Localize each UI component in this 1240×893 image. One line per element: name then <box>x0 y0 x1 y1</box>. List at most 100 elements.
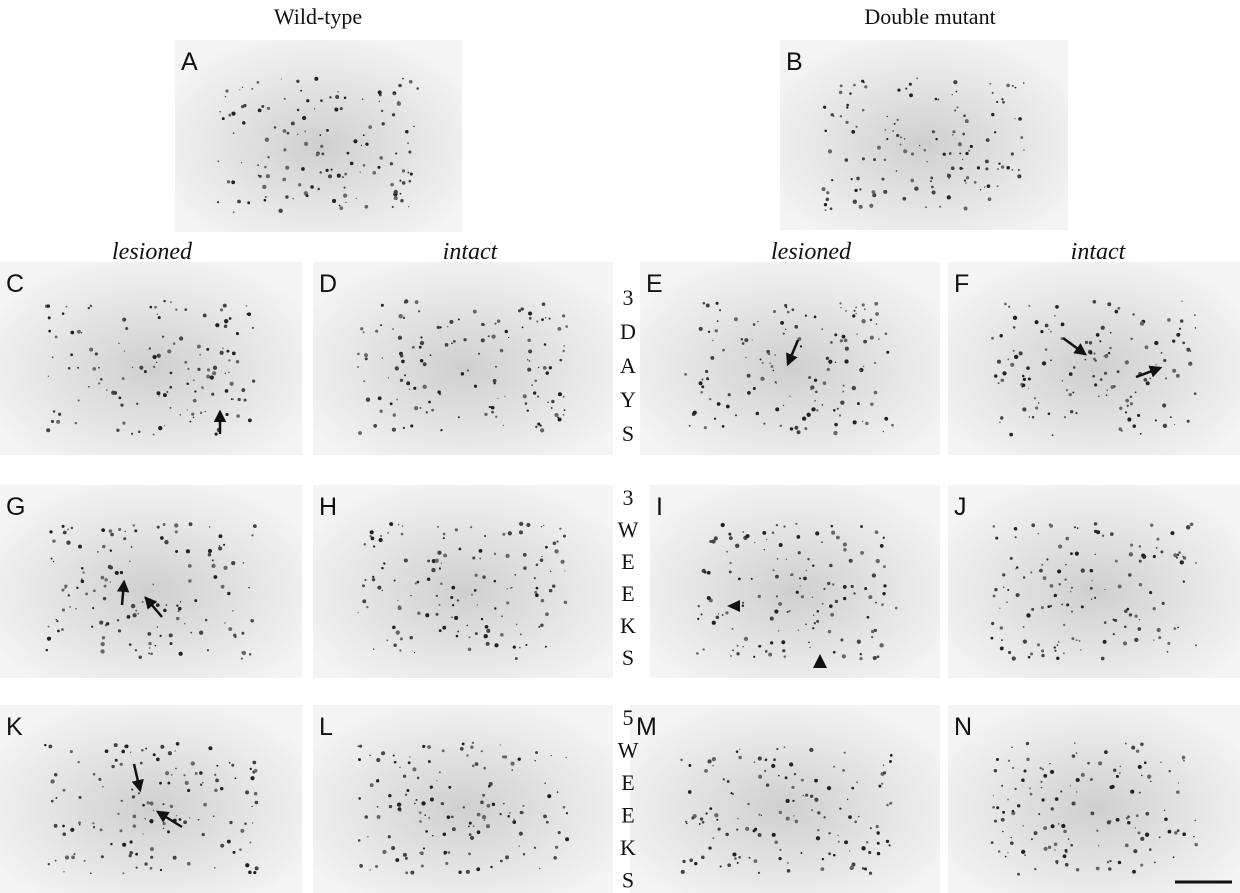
stain-dot <box>1155 364 1156 365</box>
stain-dot <box>304 131 306 133</box>
stain-dot <box>227 180 230 183</box>
stain-dot <box>193 417 195 419</box>
stain-dot <box>163 609 167 613</box>
stain-dot <box>206 375 210 379</box>
stain-dot <box>208 549 212 553</box>
stain-dot <box>1095 554 1096 555</box>
stain-dot <box>821 867 825 871</box>
stain-dot <box>163 300 166 303</box>
stain-dot <box>118 397 121 400</box>
stain-dot <box>419 346 422 349</box>
stain-dot <box>253 871 256 874</box>
stain-dot <box>115 571 119 575</box>
stain-dot <box>883 765 884 766</box>
stain-dot <box>680 759 683 762</box>
stain-dot <box>699 327 703 331</box>
stain-dot <box>78 545 82 549</box>
stain-dot <box>356 198 357 199</box>
stain-dot <box>877 842 880 845</box>
stain-dot <box>1021 778 1025 782</box>
stain-dot <box>1064 416 1066 418</box>
stain-dot <box>176 617 179 620</box>
panel-letter: I <box>656 493 663 521</box>
stain-dot <box>466 870 470 874</box>
row-label-char: Y <box>620 387 636 412</box>
stain-dot <box>781 640 785 644</box>
row-label-char: 3 <box>623 285 634 310</box>
stain-dot <box>264 166 267 169</box>
stain-dot <box>48 330 51 333</box>
stain-dot <box>966 176 969 179</box>
stain-dot <box>864 85 867 88</box>
stain-dot <box>681 870 685 874</box>
micrograph <box>650 485 940 678</box>
stain-dot <box>1101 657 1105 661</box>
stain-dot <box>854 189 857 192</box>
stain-dot <box>1049 763 1050 764</box>
stain-dot <box>566 812 568 814</box>
stain-dot <box>758 833 762 837</box>
stain-dot <box>753 656 755 658</box>
stain-dot <box>223 304 227 308</box>
stain-dot <box>758 814 760 816</box>
stain-dot <box>775 407 779 411</box>
stain-dot <box>1085 359 1087 361</box>
stain-dot <box>1012 85 1014 87</box>
stain-dot <box>812 627 814 629</box>
stain-dot <box>1040 781 1042 783</box>
stain-dot <box>102 545 105 548</box>
stain-dot <box>381 751 385 755</box>
stain-dot <box>1022 383 1026 387</box>
stain-dot <box>1146 381 1150 385</box>
stain-dot <box>448 786 451 789</box>
micrograph-panel: K <box>0 705 302 893</box>
stain-dot <box>382 850 386 854</box>
stain-dot <box>514 574 516 576</box>
stain-dot <box>78 821 81 824</box>
stain-dot <box>545 317 546 318</box>
stain-dot <box>1161 352 1163 354</box>
stain-dot <box>123 537 126 540</box>
stain-dot <box>479 558 481 560</box>
stain-dot <box>1150 781 1151 782</box>
stain-dot <box>138 430 141 433</box>
stain-dot <box>229 317 232 320</box>
stain-dot <box>849 559 853 563</box>
stain-dot <box>522 805 524 807</box>
stain-dot <box>785 329 786 330</box>
stain-dot <box>109 529 113 533</box>
stain-dot <box>962 133 965 136</box>
stain-dot <box>62 312 65 315</box>
stain-dot <box>738 578 741 581</box>
stain-dot <box>402 78 404 80</box>
stain-dot <box>228 627 232 631</box>
stain-dot <box>1039 569 1043 573</box>
stain-dot <box>860 551 864 555</box>
stain-dot <box>468 648 472 652</box>
stain-dot <box>729 570 732 573</box>
stain-dot <box>1155 419 1157 421</box>
stain-dot <box>1076 868 1080 872</box>
stain-dot <box>435 559 439 563</box>
stain-dot <box>1186 525 1190 529</box>
stain-dot <box>1023 82 1025 84</box>
stain-dot <box>1023 576 1026 579</box>
stain-dot <box>1001 378 1005 382</box>
stain-dot <box>722 614 724 616</box>
stain-dot <box>766 539 767 540</box>
micrograph <box>313 485 613 678</box>
stain-dot <box>784 746 786 748</box>
stain-dot <box>731 628 733 630</box>
stain-dot <box>1127 417 1131 421</box>
stain-dot <box>46 649 48 651</box>
stain-dot <box>1153 639 1154 640</box>
stain-dot <box>1065 579 1067 581</box>
stain-dot <box>1135 615 1138 618</box>
stain-dot <box>742 605 744 607</box>
stain-dot <box>443 537 445 539</box>
stain-dot <box>364 205 368 209</box>
stain-dot <box>770 363 771 364</box>
stain-dot <box>828 149 832 153</box>
stain-dot <box>467 369 469 371</box>
stain-dot <box>399 809 402 812</box>
